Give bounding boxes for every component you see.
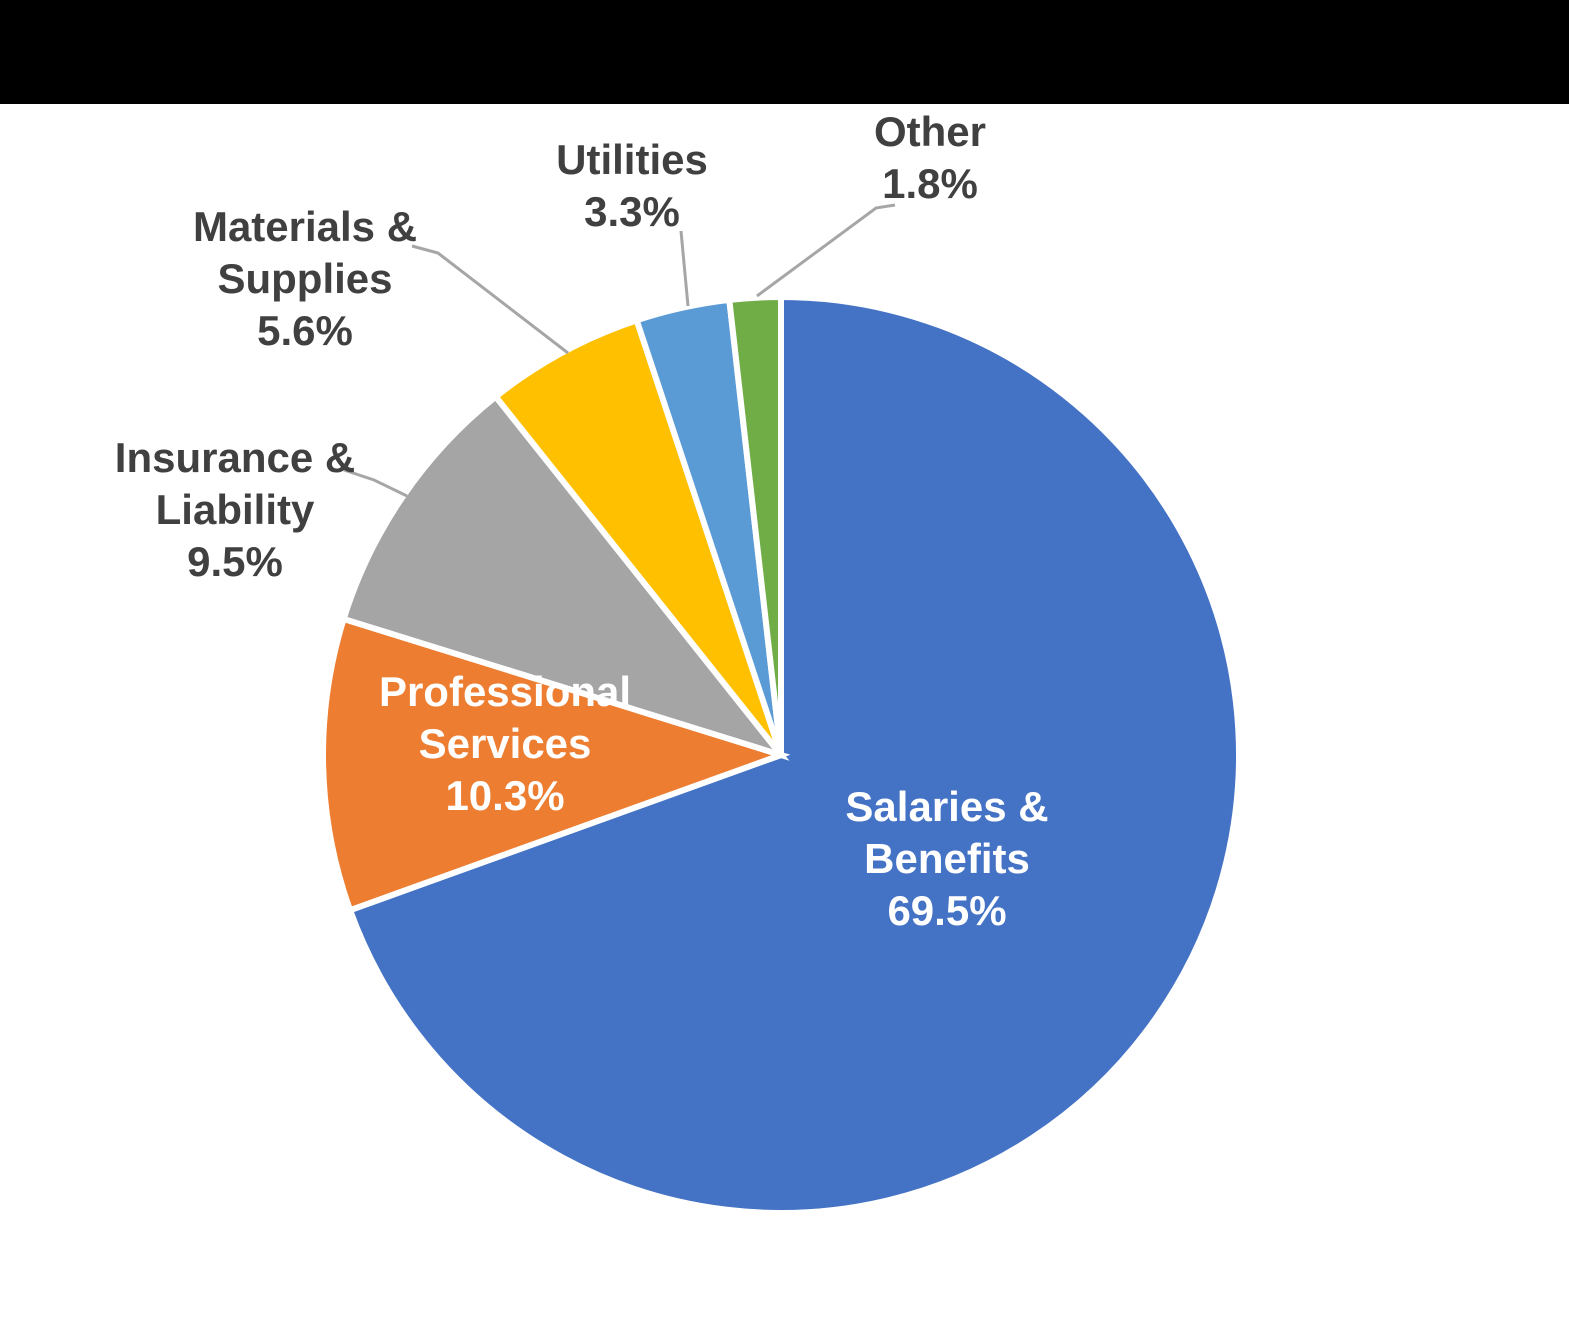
pie-slice-materials-supplies (491, 316, 784, 757)
leader-line-utilities (679, 230, 690, 307)
pie-slice-salaries-benefits (346, 293, 1242, 1216)
leader-line-insurance-liability (343, 468, 408, 498)
leader-line-other (756, 203, 896, 298)
leader-line-materials-supplies (411, 244, 569, 355)
top-black-bar (0, 0, 1569, 104)
pie-slice-professional-services (320, 615, 791, 914)
pie-slice-other (725, 293, 784, 756)
pie-slice-insurance-liability (339, 392, 790, 761)
